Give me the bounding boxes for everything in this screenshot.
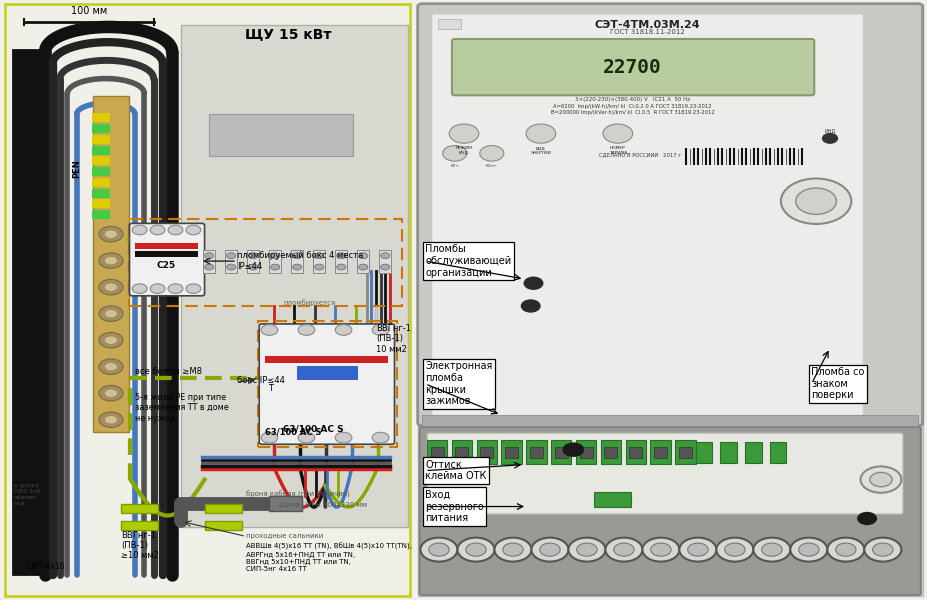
- Circle shape: [428, 543, 449, 556]
- Bar: [719, 442, 736, 463]
- Circle shape: [168, 284, 183, 293]
- Circle shape: [716, 538, 753, 562]
- Circle shape: [420, 538, 457, 562]
- Circle shape: [826, 538, 863, 562]
- Text: все болты ≥М8: все болты ≥М8: [135, 367, 202, 376]
- Circle shape: [314, 264, 324, 270]
- Bar: [92, 178, 110, 187]
- Circle shape: [794, 188, 835, 214]
- Circle shape: [105, 389, 118, 397]
- Text: 100 мм: 100 мм: [70, 5, 107, 16]
- Circle shape: [521, 300, 540, 312]
- Bar: [312, 250, 324, 273]
- Bar: [181, 25, 408, 527]
- Text: Шина ЦУРН 300х330 мм: Шина ЦУРН 300х330 мм: [278, 502, 366, 508]
- Circle shape: [372, 432, 388, 443]
- Circle shape: [380, 264, 389, 270]
- Circle shape: [133, 284, 147, 293]
- Bar: [480, 447, 493, 458]
- Text: КТн+: КТн+: [486, 164, 497, 167]
- Text: ГОСТ 31818.11-2012: ГОСТ 31818.11-2012: [609, 29, 684, 35]
- Bar: [422, 415, 917, 426]
- Circle shape: [99, 226, 123, 242]
- Text: пломбируется: пломбируется: [283, 299, 336, 307]
- Circle shape: [604, 538, 641, 562]
- Text: пломбируемый бокс 4 места
IP≤44: пломбируемый бокс 4 места IP≤44: [236, 251, 362, 271]
- Text: 5-я жила PE при типе
заземления ТТ в доме
не нужна: 5-я жила PE при типе заземления ТТ в дом…: [135, 393, 229, 422]
- Circle shape: [834, 543, 855, 556]
- Bar: [600, 440, 620, 464]
- Circle shape: [650, 543, 670, 556]
- Bar: [209, 115, 352, 157]
- Circle shape: [314, 253, 324, 259]
- Circle shape: [105, 336, 118, 344]
- Text: Вход
резервного
питания: Вход резервного питания: [425, 490, 483, 523]
- Circle shape: [335, 432, 351, 443]
- Circle shape: [798, 543, 819, 556]
- Circle shape: [226, 264, 235, 270]
- Circle shape: [761, 543, 781, 556]
- Circle shape: [567, 538, 604, 562]
- Circle shape: [442, 146, 466, 161]
- Circle shape: [204, 253, 213, 259]
- Circle shape: [540, 543, 560, 556]
- Circle shape: [603, 124, 632, 143]
- Bar: [129, 219, 401, 306]
- Circle shape: [168, 225, 183, 235]
- Bar: [94, 97, 129, 431]
- FancyBboxPatch shape: [426, 433, 902, 514]
- Bar: [476, 440, 497, 464]
- Text: Пломбы
обслуживающей
организации: Пломбы обслуживающей организации: [425, 244, 511, 278]
- Bar: [356, 250, 368, 273]
- Text: НОМЕР
ТАРИФА: НОМЕР ТАРИФА: [608, 146, 627, 155]
- Circle shape: [150, 225, 165, 235]
- Bar: [554, 447, 567, 458]
- Bar: [269, 496, 301, 511]
- Bar: [121, 503, 158, 512]
- Bar: [92, 167, 110, 176]
- Text: Оттиск
клейма ОТК: Оттиск клейма ОТК: [425, 460, 486, 481]
- Text: Пломба со
знаком
поверки: Пломба со знаком поверки: [810, 367, 864, 400]
- FancyBboxPatch shape: [431, 14, 862, 416]
- Circle shape: [869, 472, 891, 487]
- Bar: [12, 49, 47, 575]
- Circle shape: [248, 253, 258, 259]
- Circle shape: [857, 512, 875, 524]
- Circle shape: [105, 310, 118, 318]
- Bar: [92, 124, 110, 133]
- Text: СИП-4х16: СИП-4х16: [27, 562, 65, 571]
- Text: ВВГнг-1
(ПВ-1)
10 мм2: ВВГнг-1 (ПВ-1) 10 мм2: [375, 324, 411, 354]
- Text: броня кабеля (при наличии): броня кабеля (при наличии): [246, 491, 349, 498]
- Text: ВВГнг-1
(ПВ-1)
≥10 мм2: ВВГнг-1 (ПВ-1) ≥10 мм2: [121, 530, 159, 560]
- Circle shape: [133, 225, 147, 235]
- Bar: [576, 440, 596, 464]
- Circle shape: [863, 538, 900, 562]
- Bar: [121, 521, 158, 530]
- Bar: [654, 447, 667, 458]
- Bar: [202, 250, 214, 273]
- Circle shape: [724, 543, 744, 556]
- Bar: [551, 440, 571, 464]
- Bar: [335, 250, 347, 273]
- Text: проходные сальники: проходные сальники: [246, 533, 324, 539]
- Bar: [593, 491, 630, 506]
- Circle shape: [150, 284, 165, 293]
- Circle shape: [292, 264, 301, 270]
- Circle shape: [465, 543, 486, 556]
- Circle shape: [204, 264, 213, 270]
- Circle shape: [380, 253, 389, 259]
- Text: PEN: PEN: [72, 159, 81, 178]
- Bar: [426, 440, 447, 464]
- FancyBboxPatch shape: [419, 427, 920, 595]
- Bar: [204, 521, 241, 530]
- Bar: [264, 356, 387, 363]
- Circle shape: [105, 362, 118, 371]
- Text: ЩУ 15 кВт: ЩУ 15 кВт: [245, 26, 331, 41]
- Circle shape: [679, 538, 716, 562]
- Bar: [438, 19, 461, 29]
- Circle shape: [494, 538, 531, 562]
- Circle shape: [292, 253, 301, 259]
- Bar: [430, 447, 443, 458]
- Text: к доску
ПВЗ 1х6
обжим
гки: к доску ПВЗ 1х6 обжим гки: [14, 484, 40, 506]
- Circle shape: [105, 416, 118, 424]
